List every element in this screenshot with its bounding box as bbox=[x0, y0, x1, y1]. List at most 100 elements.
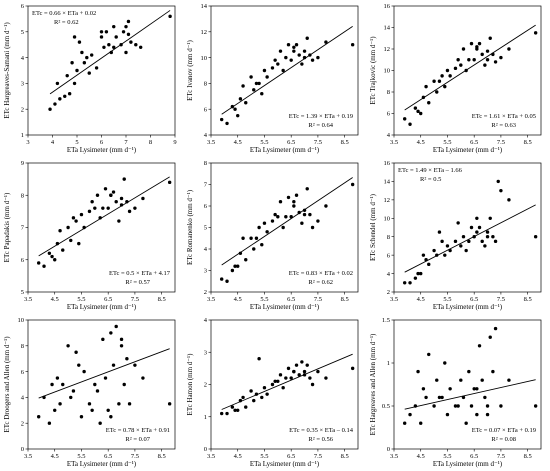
data-point bbox=[427, 262, 431, 267]
data-point bbox=[82, 61, 87, 65]
r-squared-label: R² = 0.63 bbox=[491, 122, 516, 129]
data-point bbox=[316, 55, 320, 60]
data-point bbox=[507, 378, 511, 382]
y-tick-label: 8 bbox=[204, 81, 207, 88]
x-tick-label: 7.5 bbox=[131, 296, 139, 303]
data-point bbox=[109, 50, 114, 55]
data-point bbox=[233, 408, 237, 412]
data-point bbox=[480, 239, 484, 244]
data-point bbox=[42, 264, 46, 268]
data-point bbox=[278, 49, 283, 53]
data-point bbox=[71, 389, 76, 393]
x-tick-label: 4.5 bbox=[234, 453, 242, 460]
data-point bbox=[472, 235, 476, 239]
data-point bbox=[419, 271, 423, 276]
x-axis-title: ETa Lysimeter (mm d⁻¹) bbox=[67, 146, 137, 154]
data-point bbox=[427, 101, 431, 105]
data-point bbox=[437, 230, 442, 234]
data-point bbox=[119, 203, 124, 207]
regression-line bbox=[404, 204, 536, 273]
data-point bbox=[310, 225, 315, 230]
data-point bbox=[260, 92, 264, 96]
y-tick-label: 2 bbox=[21, 106, 24, 113]
y-tick-label: 0 bbox=[387, 446, 390, 453]
x-tick-label: 3.5 bbox=[390, 139, 398, 146]
y-tick-label: 16 bbox=[384, 160, 391, 167]
data-point bbox=[55, 376, 60, 380]
scatter-chart-4: 3.5 4.5 5.5 6.5 7.5 8.5 5 6 7 8 9 ETa Lysimeter (mm… bbox=[3, 160, 176, 311]
x-tick-label: 9 bbox=[173, 139, 176, 146]
x-tick-label: 8.5 bbox=[524, 296, 532, 303]
y-tick-label: 6 bbox=[387, 252, 391, 259]
data-point bbox=[281, 386, 285, 390]
data-point bbox=[125, 200, 129, 204]
data-point bbox=[107, 43, 111, 47]
data-point bbox=[413, 276, 418, 280]
y-tick-label: 9 bbox=[21, 160, 24, 167]
data-point bbox=[435, 90, 439, 94]
data-point bbox=[112, 45, 116, 49]
data-point bbox=[289, 58, 293, 62]
y-tick-label: 4 bbox=[387, 132, 391, 139]
data-point bbox=[402, 281, 407, 285]
data-point bbox=[75, 68, 79, 73]
regression-line bbox=[221, 25, 353, 115]
data-point bbox=[286, 43, 291, 47]
data-point bbox=[82, 225, 86, 230]
data-point bbox=[233, 107, 237, 111]
data-point bbox=[109, 415, 113, 419]
data-point bbox=[408, 281, 412, 285]
data-point bbox=[292, 369, 296, 374]
data-point bbox=[302, 212, 307, 217]
x-tick-label: 7.5 bbox=[314, 296, 322, 303]
x-tick-label: 5 bbox=[75, 139, 78, 146]
x-tick-label: 7.5 bbox=[497, 453, 505, 460]
x-tick-label: 3.5 bbox=[24, 296, 32, 303]
data-point bbox=[71, 216, 76, 220]
data-point bbox=[252, 88, 256, 92]
y-tick-label: 10 bbox=[384, 215, 391, 222]
data-point bbox=[74, 350, 78, 354]
y-axis-title: ETc Romanenko (mm d⁻¹) bbox=[186, 189, 194, 265]
data-point bbox=[112, 24, 116, 29]
y-axis-title: ETc Hargreaves and Allen (mm d⁻¹) bbox=[369, 333, 377, 435]
data-point bbox=[121, 30, 126, 34]
data-point bbox=[236, 113, 240, 118]
data-point bbox=[499, 55, 503, 60]
data-point bbox=[94, 66, 99, 70]
data-point bbox=[435, 253, 439, 257]
data-point bbox=[36, 261, 41, 265]
x-tick-label: 4.5 bbox=[417, 453, 425, 460]
data-point bbox=[270, 382, 275, 387]
x-tick-label: 3.5 bbox=[207, 296, 215, 303]
y-tick-label: 2 bbox=[204, 382, 207, 389]
plot-frame bbox=[393, 319, 542, 450]
data-point bbox=[445, 244, 450, 248]
data-point bbox=[488, 335, 492, 339]
y-tick-label: 4 bbox=[204, 246, 208, 253]
data-point bbox=[350, 182, 355, 187]
data-point bbox=[469, 41, 474, 46]
regression-equation: ETc = 0.35 × ETa – 0.14 bbox=[289, 427, 354, 434]
data-point bbox=[297, 210, 301, 215]
data-point bbox=[437, 79, 442, 83]
x-tick-label: 8.5 bbox=[341, 296, 349, 303]
x-tick-label: 7.5 bbox=[131, 453, 139, 460]
x-tick-label: 5.5 bbox=[443, 453, 451, 460]
data-point bbox=[79, 212, 84, 217]
data-point bbox=[437, 395, 442, 400]
data-point bbox=[402, 117, 407, 121]
data-point bbox=[448, 387, 452, 391]
data-point bbox=[55, 241, 60, 246]
data-point bbox=[133, 206, 137, 210]
plot-frame bbox=[210, 5, 359, 136]
x-tick-label: 5.5 bbox=[443, 139, 451, 146]
data-point bbox=[244, 258, 248, 262]
x-tick-label: 6.5 bbox=[287, 139, 295, 146]
data-point bbox=[445, 412, 450, 417]
r-squared-label: R² = 0.5 bbox=[420, 176, 441, 183]
data-point bbox=[119, 196, 124, 201]
y-tick-label: 0 bbox=[21, 446, 24, 453]
x-tick-label: 3 bbox=[26, 139, 29, 146]
